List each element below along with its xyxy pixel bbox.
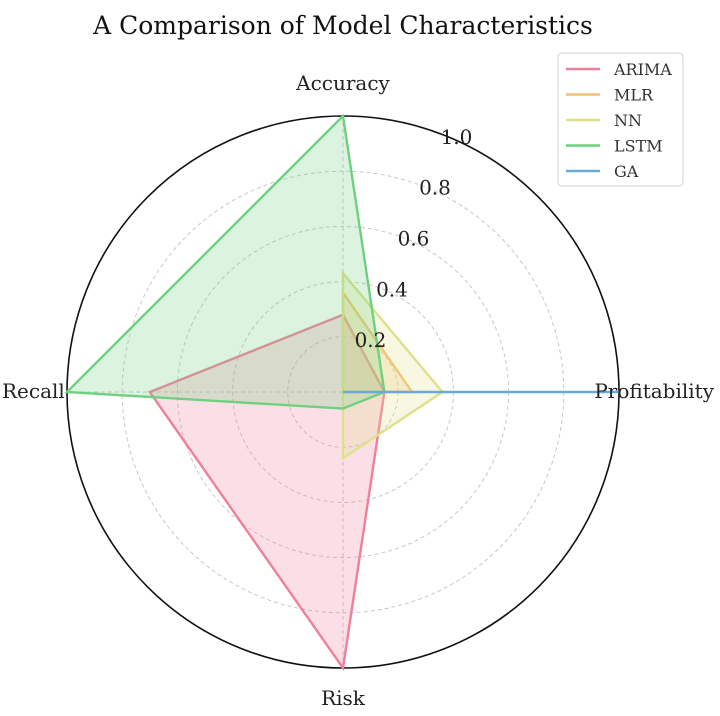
axis-label-risk: Risk <box>321 686 366 710</box>
legend-label-arima: ARIMA <box>613 60 672 79</box>
legend-label-mlr: MLR <box>614 86 654 105</box>
radar-series <box>64 113 619 672</box>
series-arima <box>147 313 386 672</box>
rtick-label-2: 0.6 <box>398 226 430 250</box>
rtick-label-0: 0.2 <box>355 328 387 352</box>
rtick-label-1: 0.4 <box>376 277 408 301</box>
axis-label-recall: Recall <box>2 379 65 403</box>
series-lstm <box>64 113 386 410</box>
axis-labels: Accuracy Profitability Risk Recall <box>2 71 715 710</box>
series-nn <box>341 270 445 461</box>
legend: ARIMA MLR NN LSTM GA <box>557 52 684 187</box>
chart-title: A Comparison of Model Characteristics <box>92 11 593 40</box>
legend-label-ga: GA <box>614 162 639 181</box>
axis-label-accuracy: Accuracy <box>295 71 390 95</box>
axis-label-profitability: Profitability <box>594 379 714 403</box>
rtick-label-4: 1.0 <box>441 125 473 149</box>
legend-label-lstm: LSTM <box>614 137 663 156</box>
legend-label-nn: NN <box>614 111 642 130</box>
radial-tick-labels: 0.2 0.4 0.6 0.8 1.0 <box>355 125 473 352</box>
legend-box <box>557 52 684 187</box>
rtick-label-3: 0.8 <box>419 176 451 200</box>
